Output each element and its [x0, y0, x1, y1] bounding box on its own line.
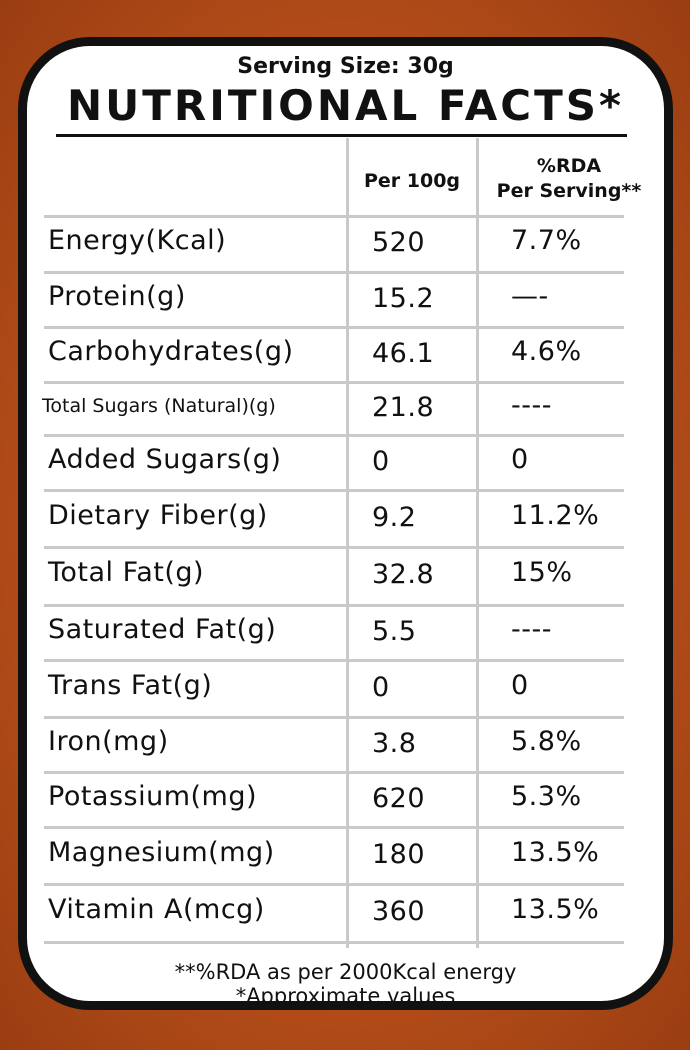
nutrient-name: Total Sugars (Natural)(g)	[42, 394, 276, 417]
row-divider	[44, 771, 624, 774]
per-100g-value: 360	[372, 896, 426, 927]
row-divider	[44, 381, 624, 384]
per-100g-value: 5.5	[372, 615, 417, 647]
row-divider	[44, 826, 624, 829]
nutrient-name: Carbohydrates(g)	[48, 335, 294, 367]
nutrient-name: Potassium(mg)	[48, 780, 258, 812]
row-divider	[44, 883, 624, 886]
column-divider-1	[346, 138, 349, 948]
per-100g-value: 0	[372, 671, 390, 703]
header-rda-line2: Per Serving**	[496, 180, 642, 202]
row-divider	[44, 271, 624, 274]
nutrient-name: Total Fat(g)	[48, 557, 205, 588]
row-divider	[44, 604, 624, 607]
per-100g-value: 180	[372, 838, 426, 870]
rda-value: 13.5%	[511, 894, 600, 925]
nutrient-name: Protein(g)	[48, 280, 186, 312]
header-rda: %RDA Per Serving**	[479, 154, 659, 204]
row-divider	[44, 434, 624, 437]
per-100g-value: 3.8	[372, 727, 417, 759]
rda-value: 7.7%	[511, 225, 582, 256]
per-100g-value: 520	[372, 227, 426, 258]
per-100g-value: 21.8	[372, 391, 435, 423]
per-100g-value: 15.2	[372, 282, 435, 314]
footnote-approx: *Approximate values	[235, 984, 456, 1008]
nutrient-name: Magnesium(mg)	[48, 836, 275, 868]
serving-size: Serving Size: 30g	[237, 54, 454, 79]
row-divider	[44, 659, 624, 662]
rda-value: 15%	[511, 557, 573, 588]
row-divider	[44, 215, 624, 218]
rda-value: ----	[511, 389, 552, 421]
per-100g-value: 9.2	[372, 501, 417, 533]
rda-value: ----	[511, 613, 552, 645]
nutrient-name: Dietary Fiber(g)	[48, 499, 268, 531]
nutrient-name: Trans Fat(g)	[48, 669, 213, 701]
per-100g-value: 620	[372, 782, 426, 814]
rda-value: 4.6%	[511, 335, 582, 367]
rda-value: 5.8%	[511, 725, 582, 757]
rda-value: 11.2%	[511, 499, 600, 531]
row-divider	[44, 941, 624, 944]
row-divider	[44, 546, 624, 549]
column-divider-2	[476, 138, 479, 948]
nutrient-name: Saturated Fat(g)	[48, 613, 277, 645]
per-100g-value: 32.8	[372, 559, 435, 590]
rda-value: 5.3%	[511, 780, 582, 812]
per-100g-value: 46.1	[372, 337, 435, 369]
nutrient-name: Iron(mg)	[48, 725, 169, 757]
nutrient-name: Vitamin A(mcg)	[48, 894, 265, 925]
title-divider	[56, 134, 627, 137]
footnote-rda: **%RDA as per 2000Kcal energy	[174, 960, 517, 984]
label-title: NUTRITIONAL FACTS*	[67, 81, 624, 130]
header-rda-line1: %RDA	[536, 155, 602, 177]
header-per-100g: Per 100g	[363, 170, 461, 192]
rda-value: 13.5%	[511, 836, 600, 868]
nutrient-name: Energy(Kcal)	[48, 225, 227, 256]
row-divider	[44, 326, 624, 329]
row-divider	[44, 489, 624, 492]
nutrition-label-card: Serving Size: 30g NUTRITIONAL FACTS* Per…	[18, 37, 673, 1010]
rda-value: —-	[511, 280, 549, 312]
per-100g-value: 0	[372, 445, 390, 477]
nutrient-name: Added Sugars(g)	[48, 443, 282, 475]
rda-value: 0	[511, 443, 529, 475]
row-divider	[44, 716, 624, 719]
rda-value: 0	[511, 669, 529, 701]
